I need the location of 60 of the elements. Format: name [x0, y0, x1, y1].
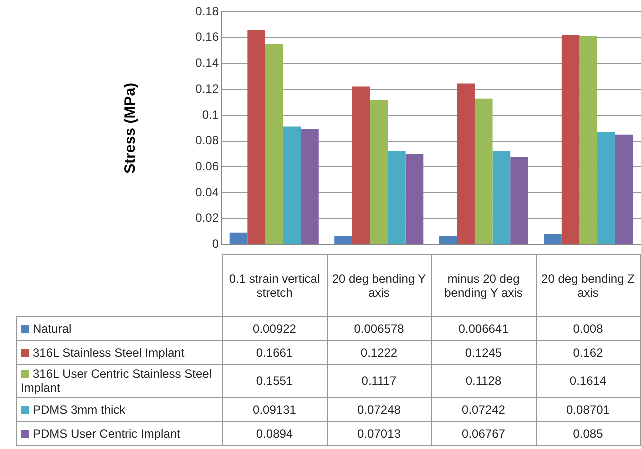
- data-label: 0.085: [536, 422, 640, 446]
- bar: [598, 132, 616, 244]
- legend-label: PDMS 3mm thick: [33, 402, 126, 416]
- y-tick-label: 0.1: [202, 108, 220, 122]
- bar: [457, 84, 475, 244]
- bar: [562, 35, 580, 244]
- data-label: 0.1614: [536, 364, 640, 398]
- bar: [474, 98, 493, 244]
- data-label: 0.1128: [432, 364, 536, 398]
- data-label: 0.07248: [327, 398, 432, 422]
- bar: [388, 151, 406, 244]
- legend-label: 316L User Centric Stainless Steel Implant: [21, 367, 212, 395]
- bar: [352, 86, 370, 244]
- data-label: 0.006578: [327, 316, 432, 340]
- data-label: 0.1222: [327, 340, 432, 364]
- y-tick-label: 0.18: [196, 4, 220, 18]
- data-label: 0.162: [536, 340, 640, 364]
- data-label: 0.1245: [432, 340, 536, 364]
- bar: [265, 44, 284, 244]
- bar: [439, 236, 458, 244]
- data-label: 0.09131: [222, 398, 327, 422]
- y-tick-label: 0.14: [196, 56, 220, 70]
- bar: [248, 30, 266, 244]
- y-tick-label: 0.12: [196, 82, 220, 96]
- bar: [615, 134, 634, 244]
- data-label: 0.07242: [432, 398, 536, 422]
- legend-label: PDMS User Centric Implant: [33, 426, 180, 440]
- legend-label: Natural: [33, 322, 72, 336]
- bar: [510, 157, 528, 244]
- data-label: 0.1117: [327, 364, 432, 398]
- bar: [544, 234, 562, 244]
- bar: [406, 154, 424, 244]
- data-label: 0.1661: [222, 340, 327, 364]
- data-label: 0.06767: [432, 422, 536, 446]
- bar: [492, 151, 511, 244]
- y-tick-label: 0.06: [196, 160, 220, 174]
- bar: [230, 232, 248, 244]
- data-label: 0.008: [536, 316, 640, 340]
- bar: [283, 126, 302, 244]
- data-label: 0.07013: [327, 422, 432, 446]
- bar: [334, 236, 352, 244]
- x-tick-label: minus 20 deg bending Y axis: [432, 254, 536, 316]
- y-tick-label: 0.16: [196, 30, 220, 44]
- bar: [580, 36, 598, 244]
- x-tick-label: 20 deg bending Z axis: [536, 254, 640, 316]
- data-label: 0.08701: [536, 398, 640, 422]
- y-tick-label: 0.04: [196, 185, 220, 200]
- legend-label: 316L Stainless Steel Implant: [33, 346, 185, 360]
- y-tick-label: 0.08: [196, 134, 220, 148]
- data-label: 0.00922: [222, 316, 327, 340]
- data-label: 0.006641: [432, 316, 536, 340]
- y-tick-label: 0.02: [196, 211, 220, 226]
- y-tick-label: 0: [212, 237, 220, 252]
- bar: [370, 100, 388, 244]
- x-tick-label: 20 deg bending Y axis: [327, 254, 432, 316]
- data-label: 0.0894: [222, 422, 327, 446]
- y-axis-title: Stress (MPa): [122, 82, 140, 174]
- data-label: 0.1551: [222, 364, 327, 398]
- bar: [301, 129, 319, 244]
- x-tick-label: 0.1 strain vertical stretch: [222, 254, 327, 316]
